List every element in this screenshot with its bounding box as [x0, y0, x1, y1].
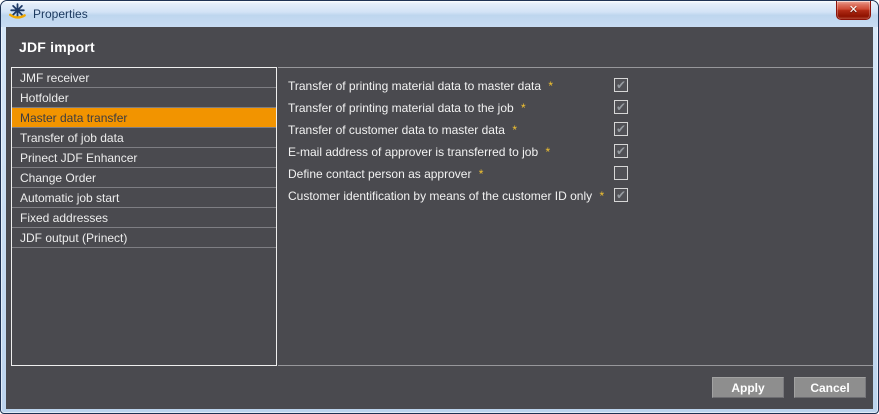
- sidebar-item-change-order[interactable]: Change Order: [12, 168, 276, 188]
- sidebar-item-transfer-of-job-data[interactable]: Transfer of job data: [12, 128, 276, 148]
- option-row: Transfer of printing material data to ma…: [288, 75, 873, 97]
- required-asterisk: *: [517, 101, 526, 115]
- checkmark-icon: ✔: [615, 187, 627, 202]
- option-row: Customer identification by means of the …: [288, 185, 873, 207]
- checkmark-icon: ✔: [615, 99, 627, 114]
- checked-checkbox-customer-identification-by-means-of-the-customer-id-only[interactable]: ✔: [614, 188, 628, 202]
- sidebar-item-jmf-receiver[interactable]: JMF receiver: [12, 68, 276, 88]
- option-label: Customer identification by means of the …: [288, 189, 605, 203]
- option-row: Define contact person as approver * ✔: [288, 163, 873, 185]
- option-row: E-mail address of approver is transferre…: [288, 141, 873, 163]
- sidebar-item-automatic-job-start[interactable]: Automatic job start: [12, 188, 276, 208]
- option-label: Transfer of printing material data to th…: [288, 101, 526, 115]
- checkmark-icon: ✔: [615, 143, 627, 158]
- checked-checkbox-transfer-of-printing-material-data-to-the-job[interactable]: ✔: [614, 100, 628, 114]
- sidebar-item-jdf-output-prinect[interactable]: JDF output (Prinect): [12, 228, 276, 248]
- sidebar-item-fixed-addresses[interactable]: Fixed addresses: [12, 208, 276, 228]
- option-label: E-mail address of approver is transferre…: [288, 145, 551, 159]
- required-asterisk: *: [596, 189, 605, 203]
- sidebar-item-master-data-transfer[interactable]: Master data transfer: [12, 108, 276, 128]
- checked-checkbox-e-mail-address-of-approver-is-transferred-to-job[interactable]: ✔: [614, 144, 628, 158]
- page-title: JDF import: [19, 39, 95, 55]
- required-asterisk: *: [542, 145, 551, 159]
- required-asterisk: *: [508, 123, 517, 137]
- option-label: Transfer of printing material data to ma…: [288, 79, 554, 93]
- option-label: Transfer of customer data to master data…: [288, 123, 517, 137]
- sidebar-item-prinect-jdf-enhancer[interactable]: Prinect JDF Enhancer: [12, 148, 276, 168]
- titlebar[interactable]: Properties: [1, 1, 878, 27]
- footer: Apply Cancel: [6, 366, 873, 409]
- dialog-body: JDF import JMF receiver Hotfolder Master…: [6, 27, 873, 409]
- option-row: Transfer of customer data to master data…: [288, 119, 873, 141]
- options-panel: Transfer of printing material data to ma…: [278, 67, 873, 366]
- close-icon: ✕: [848, 3, 859, 16]
- sidebar: JMF receiver Hotfolder Master data trans…: [11, 67, 277, 366]
- sidebar-item-hotfolder[interactable]: Hotfolder: [12, 88, 276, 108]
- window-title: Properties: [33, 7, 88, 21]
- option-row: Transfer of printing material data to th…: [288, 97, 873, 119]
- checked-checkbox-transfer-of-printing-material-data-to-master-data[interactable]: ✔: [614, 78, 628, 92]
- option-label: Define contact person as approver *: [288, 167, 484, 181]
- checkmark-icon: ✔: [615, 77, 627, 92]
- unchecked-checkbox-define-contact-person-as-approver[interactable]: ✔: [614, 166, 628, 180]
- apply-button[interactable]: Apply: [712, 377, 784, 398]
- checked-checkbox-transfer-of-customer-data-to-master-data[interactable]: ✔: [614, 122, 628, 136]
- checkmark-icon: ✔: [615, 121, 627, 136]
- prinect-logo-icon: [9, 3, 26, 25]
- required-asterisk: *: [545, 79, 554, 93]
- cancel-button[interactable]: Cancel: [794, 377, 866, 398]
- required-asterisk: *: [475, 167, 484, 181]
- close-button[interactable]: ✕: [836, 1, 871, 20]
